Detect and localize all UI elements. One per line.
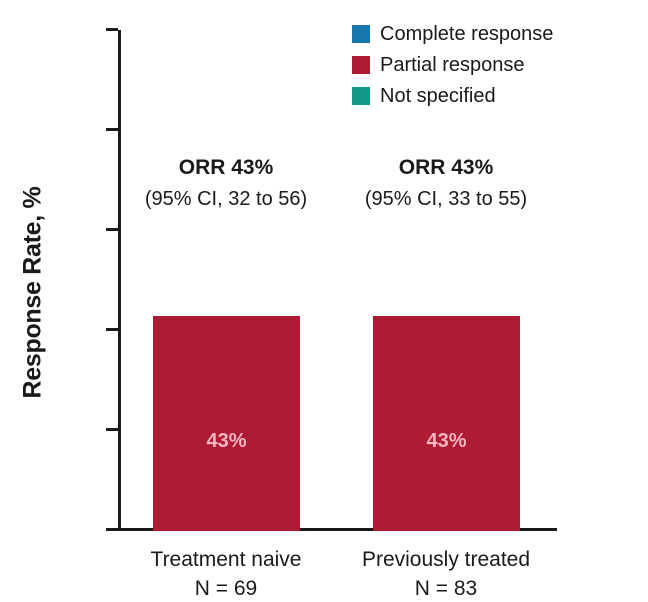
y-tick-mark xyxy=(106,128,118,131)
ci-text: (95% CI, 33 to 55) xyxy=(364,188,528,210)
x-axis-line xyxy=(112,528,557,531)
n-label: N = 69 xyxy=(194,577,258,600)
annotation-previously-treated: ORR 43% (95% CI, 33 to 55) xyxy=(336,156,556,211)
legend-item-complete-response: Complete response xyxy=(352,22,553,46)
legend-label: Complete response xyxy=(380,22,554,45)
bar-previously-treated: 43% xyxy=(373,316,520,531)
not-specified-swatch-icon xyxy=(352,87,370,105)
x-label-treatment-naive: Treatment naive N = 69 xyxy=(116,548,336,601)
bar-value-label: 43% xyxy=(426,430,467,452)
y-tick-mark xyxy=(106,28,118,31)
ci-text: (95% CI, 32 to 56) xyxy=(144,188,308,210)
y-axis-line xyxy=(118,30,121,531)
x-label-previously-treated: Previously treated N = 83 xyxy=(336,548,556,601)
category-label: Treatment naive xyxy=(150,548,302,571)
orr-text: ORR 43% xyxy=(178,156,274,179)
complete-response-swatch-icon xyxy=(352,25,370,43)
legend-label: Partial response xyxy=(380,53,525,76)
orr-text: ORR 43% xyxy=(398,156,494,179)
y-tick-mark xyxy=(106,228,118,231)
y-tick-mark xyxy=(106,328,118,331)
legend: Complete response Partial response Not s… xyxy=(352,22,553,115)
y-axis-title: Response Rate, % xyxy=(18,186,47,399)
y-tick-mark xyxy=(106,428,118,431)
y-tick-mark xyxy=(106,528,118,531)
legend-item-partial-response: Partial response xyxy=(352,53,553,77)
bar-value-label: 43% xyxy=(206,430,247,452)
bar-treatment-naive: 43% xyxy=(153,316,300,531)
legend-label: Not specified xyxy=(380,84,496,107)
partial-response-swatch-icon xyxy=(352,56,370,74)
n-label: N = 83 xyxy=(414,577,478,600)
legend-item-not-specified: Not specified xyxy=(352,84,553,108)
category-label: Previously treated xyxy=(361,548,531,571)
annotation-treatment-naive: ORR 43% (95% CI, 32 to 56) xyxy=(116,156,336,211)
